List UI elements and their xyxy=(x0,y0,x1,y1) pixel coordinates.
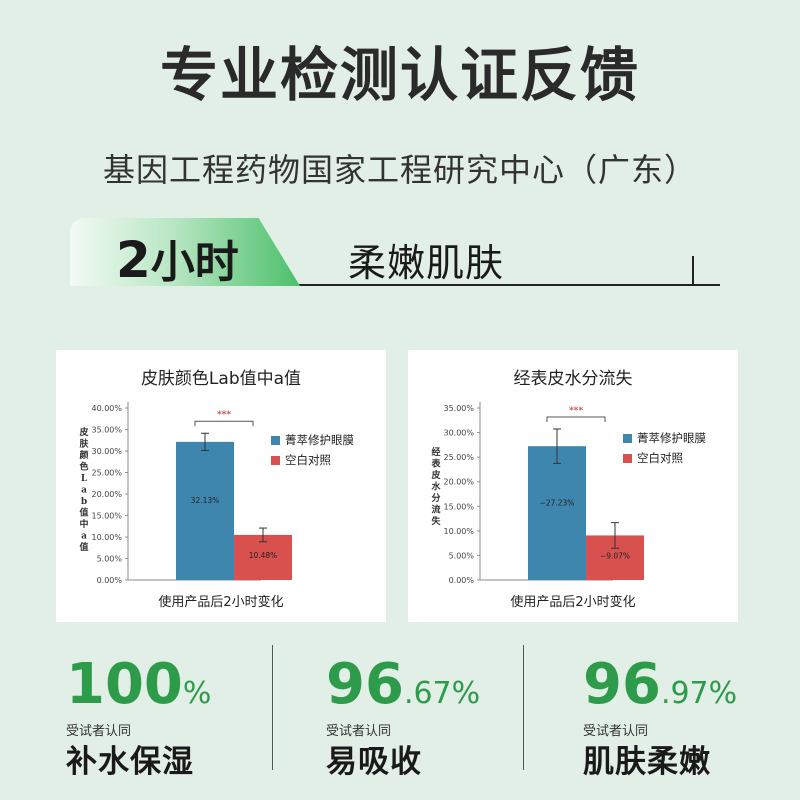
y-axis-label-char: 皮 xyxy=(78,426,89,438)
y-tick-label: 25.00% xyxy=(91,469,122,478)
y-tick-label: 10.00% xyxy=(443,527,474,536)
y-axis-label-char: 值 xyxy=(79,541,88,553)
stat-percentage: 96.97% xyxy=(583,652,737,717)
y-tick-label: 20.00% xyxy=(91,490,122,499)
chart-panel-tewl: 经表皮水分流失 0.00% 5.00% 10.00% 15.00% 20.00% 25.00… xyxy=(408,350,738,622)
y-tick-label: 25.00% xyxy=(443,453,474,462)
legend-label: 菁萃修护眼膜 xyxy=(285,433,354,447)
bar-product xyxy=(176,441,234,580)
stat-caption: 受试者认同 xyxy=(583,724,649,739)
chart-lab-a-value: 皮肤颜色Lab值中a值0.00%5.00%10.00%15.00%20.00%2… xyxy=(78,369,354,610)
y-tick-label: 10.00% xyxy=(91,533,122,542)
legend-label: 菁萃修护眼膜 xyxy=(637,431,706,445)
stat-caption: 受试者认同 xyxy=(66,724,132,739)
banner-underline xyxy=(70,284,720,286)
bar-data-label: −9.07% xyxy=(600,551,630,560)
y-axis-label-char: 颜 xyxy=(79,449,88,461)
y-tick-label: 15.00% xyxy=(91,512,122,521)
stat-benefit: 肌肤柔嫩 xyxy=(583,744,711,780)
bar-control xyxy=(234,534,292,580)
y-axis-label-char: L xyxy=(81,474,88,484)
significance-marker: *** xyxy=(569,406,583,416)
y-axis-label-char: 表 xyxy=(430,458,441,470)
y-tick-label: 30.00% xyxy=(91,447,122,456)
bar-product xyxy=(528,446,586,580)
stat-hydration: 100% 受试者认同 补水保湿 xyxy=(66,640,306,800)
y-axis-label-char: 分 xyxy=(431,492,440,504)
y-tick-label: 20.00% xyxy=(443,478,474,487)
y-tick-label: 5.00% xyxy=(97,555,123,564)
x-axis-label: 使用产品后2小时变化 xyxy=(158,594,283,610)
page-subtitle: 基因工程药物国家工程研究中心（广东） xyxy=(102,151,697,189)
y-axis-label-char: a xyxy=(81,532,87,542)
y-axis-label-char: 失 xyxy=(431,515,441,527)
y-axis-label-char: 经 xyxy=(431,446,440,458)
y-tick-label: 0.00% xyxy=(449,576,475,585)
x-axis-label: 使用产品后2小时变化 xyxy=(510,594,635,610)
stat-whole: 100 xyxy=(66,652,183,717)
significance-bracket xyxy=(546,416,606,422)
banner-topic: 柔嫩肌肤 xyxy=(348,241,505,285)
stat-divider-1 xyxy=(272,645,273,770)
stat-softness: 96.97% 受试者认同 肌肤柔嫩 xyxy=(583,640,800,800)
stat-divider-2 xyxy=(523,645,524,770)
legend-swatch xyxy=(271,436,280,445)
significance-bracket xyxy=(194,420,254,427)
y-tick-label: 0.00% xyxy=(97,576,123,585)
stat-benefit: 易吸收 xyxy=(326,744,422,780)
legend-swatch xyxy=(623,434,632,443)
y-axis-label-char: a xyxy=(81,486,87,496)
legend-label: 空白对照 xyxy=(285,453,331,467)
significance-marker: *** xyxy=(217,410,231,420)
stat-percentage: 96.67% xyxy=(326,652,480,717)
y-axis-label-char: 中 xyxy=(79,518,88,530)
bar-data-label: −27.23% xyxy=(540,498,575,507)
y-axis-label-char: 肤 xyxy=(79,438,89,450)
y-axis-label-char: 色 xyxy=(79,461,88,473)
banner-hours-number: 2 xyxy=(116,231,151,289)
y-axis-label-char: 皮 xyxy=(430,469,441,481)
stat-whole: 96 xyxy=(326,652,404,717)
page-title: 专业检测认证反馈 xyxy=(159,41,640,109)
chart-title: 经表皮水分流失 xyxy=(514,369,633,389)
banner-hours: 2小时 xyxy=(116,226,239,290)
legend-swatch xyxy=(271,456,280,465)
stat-whole: 96 xyxy=(583,652,661,717)
chart-title: 皮肤颜色Lab值中a值 xyxy=(141,369,301,389)
banner-hours-unit: 小时 xyxy=(150,237,239,288)
stats-row: 100% 受试者认同 补水保湿 96.67% 受试者认同 易吸收 96.97% … xyxy=(0,640,800,800)
banner-tick-mark xyxy=(692,256,694,286)
stat-percentage: 100% xyxy=(66,652,211,717)
bar-data-label: 10.48% xyxy=(249,551,278,560)
y-tick-label: 35.00% xyxy=(443,404,474,413)
stat-fraction: .97% xyxy=(660,676,738,711)
stat-caption: 受试者认同 xyxy=(326,724,392,739)
y-tick-label: 40.00% xyxy=(91,404,122,413)
stat-fraction: % xyxy=(182,676,212,711)
chart-tewl: 经表皮水分流失 0.00% 5.00% 10.00% 15.00% 20.00% 25.00… xyxy=(430,369,706,610)
y-tick-label: 5.00% xyxy=(449,551,475,560)
y-axis-label-char: b xyxy=(81,497,87,507)
stat-benefit: 补水保湿 xyxy=(66,744,194,780)
duration-banner: 2小时 柔嫩肌肤 xyxy=(70,218,720,290)
legend-label: 空白对照 xyxy=(637,451,683,465)
chart-panel-lab-a: 皮肤颜色Lab值中a值 0.00% 5.00% 10.00% 15.00% 20.00% 2… xyxy=(56,350,386,622)
y-axis-label-char: 值 xyxy=(79,507,88,519)
y-axis-label-char: 流 xyxy=(431,504,440,516)
y-tick-label: 30.00% xyxy=(443,429,474,438)
bar-data-label: 32.13% xyxy=(191,496,220,505)
y-tick-label: 15.00% xyxy=(443,502,474,511)
stat-absorption: 96.67% 受试者认同 易吸收 xyxy=(326,640,566,800)
y-axis-label-char: 水 xyxy=(431,481,441,493)
y-tick-label: 35.00% xyxy=(91,426,122,435)
stat-fraction: .67% xyxy=(403,676,481,711)
legend-swatch xyxy=(623,454,632,463)
banner-green-tab xyxy=(70,218,300,286)
